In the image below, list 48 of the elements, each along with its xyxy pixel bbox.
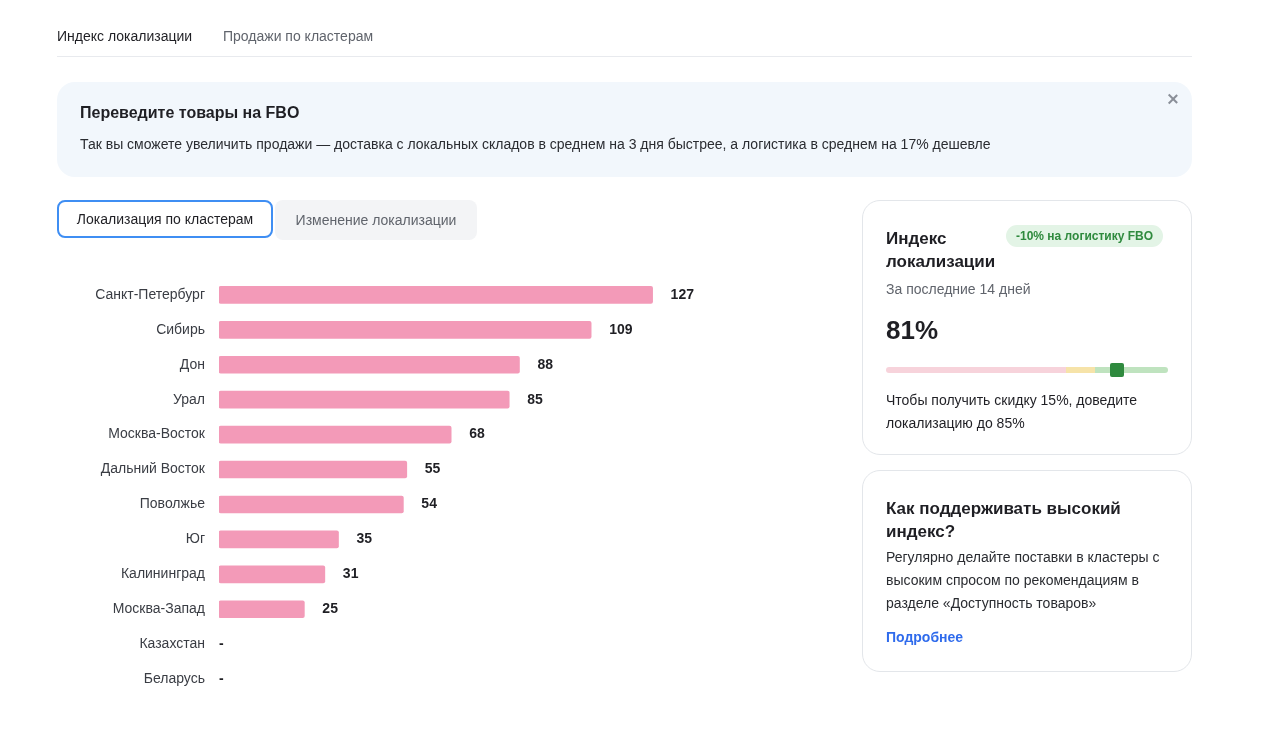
y-tick-label: Москва-Запад [112,600,205,617]
bar [219,320,592,339]
data-label: 85 [527,390,543,407]
bar [219,286,653,304]
y-tick-label: Сибирь [156,320,205,337]
text: -10% на логистику FBO [1006,225,1164,247]
y-tick-label: Дальний Восток [100,460,206,477]
y-tick-label: Москва-Восток [108,425,206,442]
text: - [219,635,224,652]
text: Как поддерживать высокий индекс? [886,498,1122,543]
bar [219,565,326,584]
text: Чтобы получить скидку 15%, доведите локализацию до 85% [886,391,1139,433]
y-tick-label: Дон [179,355,205,372]
text: Изменение локализации [275,200,477,240]
text: - [219,669,224,686]
y-tick-label: Беларусь [143,669,205,686]
text: За последние 14 дней [886,281,1031,297]
bar [219,530,339,549]
text: Локализация по кластерам [57,200,273,238]
text: Индекс локализации [57,28,193,44]
bar [219,425,452,444]
text: Регулярно делайте поставки в кластеры с высоким спросом по рекомендациям в разделе «Доступность товаров» [886,548,1161,613]
y-tick-label: Юг [185,530,205,547]
data-label: 109 [609,320,633,337]
text: Так вы сможете увеличить продажи — доставка с локальных складов в среднем на 3 дня быстрее, а логистика в среднем на 17% дешевле [80,136,991,152]
data-label: 31 [342,565,359,582]
data-label: 68 [469,425,485,442]
text: 81% [886,315,939,346]
data-label: 35 [356,530,373,547]
text: Продажи по кластерам [223,28,374,44]
data-label: 54 [421,495,438,512]
bar [219,460,408,479]
data-label: 127 [670,285,695,302]
bar [219,355,520,374]
bar [219,600,305,619]
data-label: 88 [537,355,554,372]
text: Переведите товары на FBO [80,104,300,122]
y-tick-label: Калининград [120,565,205,582]
text: Подробнее [886,629,964,645]
y-tick-label: Урал [172,390,205,407]
bar [219,495,404,514]
y-tick-label: Санкт-Петербург [95,285,205,302]
y-tick-label: Поволжье [139,495,206,512]
text: Индекс локализации [886,228,997,273]
data-label: 55 [424,460,441,477]
bar [219,390,510,409]
y-tick-label: Казахстан [139,635,205,652]
data-label: 25 [322,600,339,617]
